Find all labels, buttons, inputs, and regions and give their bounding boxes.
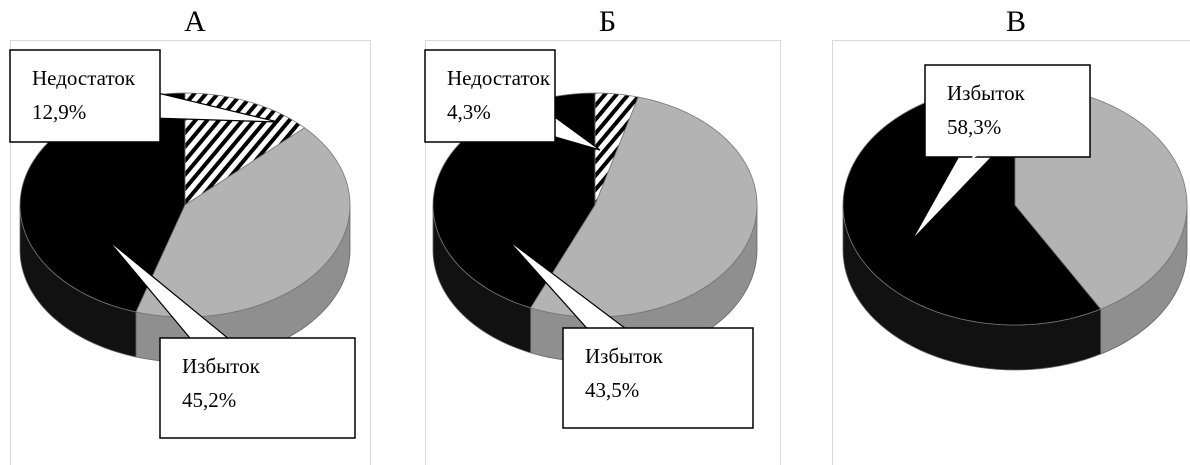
panel bbox=[425, 40, 781, 465]
chart-title: В bbox=[1006, 5, 1026, 38]
callout-pointer-cover bbox=[971, 117, 1009, 160]
callout-value: 45,2% bbox=[182, 388, 236, 412]
callout-value: 58,3% bbox=[947, 115, 1001, 139]
callout-category: Избыток bbox=[182, 354, 261, 378]
callout-category: Недостаток bbox=[32, 66, 136, 90]
callout-category: Избыток bbox=[947, 81, 1026, 105]
callout-pointer-cover bbox=[613, 337, 655, 377]
panel bbox=[832, 40, 1190, 465]
callout-box bbox=[424, 49, 556, 143]
callout-box bbox=[9, 49, 161, 143]
callout-value: 43,5% bbox=[585, 378, 639, 402]
callout-pointer-cover bbox=[214, 345, 255, 386]
callout-box bbox=[159, 337, 356, 439]
pie-slice bbox=[135, 127, 351, 318]
callout-pointer-cover bbox=[500, 90, 544, 123]
callout-value: 4,3% bbox=[447, 100, 491, 124]
chart-title: Б bbox=[599, 5, 616, 38]
callout-value: 12,9% bbox=[32, 100, 86, 124]
callout-category: Недостаток bbox=[447, 66, 551, 90]
pie-slice bbox=[530, 96, 758, 318]
callout-box bbox=[924, 64, 1091, 158]
callout-category: Избыток bbox=[585, 344, 664, 368]
pie-slice bbox=[842, 84, 1102, 326]
chart-title: А bbox=[184, 5, 206, 38]
callout-box bbox=[562, 327, 754, 429]
panel bbox=[10, 40, 371, 465]
callout-pointer-cover bbox=[102, 82, 145, 116]
